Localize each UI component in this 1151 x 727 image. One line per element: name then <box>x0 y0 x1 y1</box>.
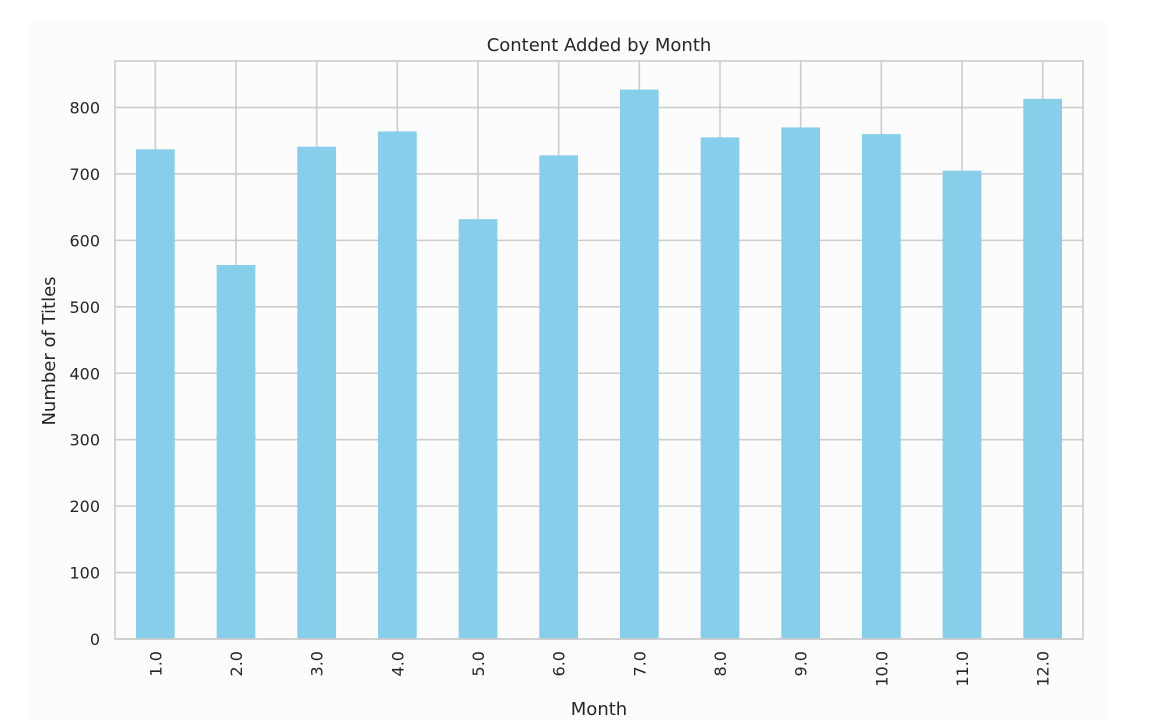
x-tick-label: 12.0 <box>1034 651 1053 687</box>
y-tick-label: 800 <box>69 99 100 118</box>
x-tick-label: 2.0 <box>227 651 246 676</box>
x-tick-label: 9.0 <box>792 651 811 676</box>
y-axis-label: Number of Titles <box>39 276 60 425</box>
plot-frame <box>114 60 1084 640</box>
bar-layer <box>135 89 1063 640</box>
bar-month-12-0 <box>1023 98 1063 640</box>
x-tick-label: 6.0 <box>550 651 569 676</box>
x-tick-label: 8.0 <box>711 651 730 676</box>
y-tick-labels: 0 100 200 300 400 500 600 700 800 <box>69 99 100 649</box>
bar-month-9-0 <box>781 127 821 640</box>
y-tick-label: 200 <box>69 497 100 516</box>
bar-month-5-0 <box>458 219 498 639</box>
y-tick-label: 0 <box>90 630 100 649</box>
y-tick-label: 600 <box>69 231 100 250</box>
bar-month-11-0 <box>942 170 982 639</box>
chart-title: Content Added by Month <box>487 35 712 56</box>
bar-month-6-0 <box>539 155 579 640</box>
y-tick-label: 400 <box>69 364 100 383</box>
x-tick-labels: 1.0 2.0 3.0 4.0 5.0 6.0 7.0 8.0 9.0 10.0 11.0 12.0 <box>146 651 1052 687</box>
bar-month-8-0 <box>700 137 740 640</box>
x-axis-label: Month <box>571 699 627 720</box>
y-tick-label: 700 <box>69 165 100 184</box>
bar-month-7-0 <box>619 89 659 640</box>
bar-month-3-0 <box>297 146 337 640</box>
y-tick-label: 300 <box>69 431 100 450</box>
bar-month-4-0 <box>377 131 417 640</box>
x-tick-label: 4.0 <box>388 651 407 676</box>
x-tick-label: 1.0 <box>146 651 165 676</box>
x-tick-label: 3.0 <box>308 651 327 676</box>
x-tick-label: 10.0 <box>872 651 891 687</box>
bar-month-1-0 <box>135 149 175 640</box>
x-tick-label: 7.0 <box>630 651 649 676</box>
x-tick-label: 5.0 <box>469 651 488 676</box>
y-tick-label: 100 <box>69 564 100 583</box>
y-tick-label: 500 <box>69 298 100 317</box>
bar-month-2-0 <box>216 264 256 639</box>
x-tick-label: 11.0 <box>953 651 972 687</box>
bar-month-10-0 <box>861 134 901 640</box>
